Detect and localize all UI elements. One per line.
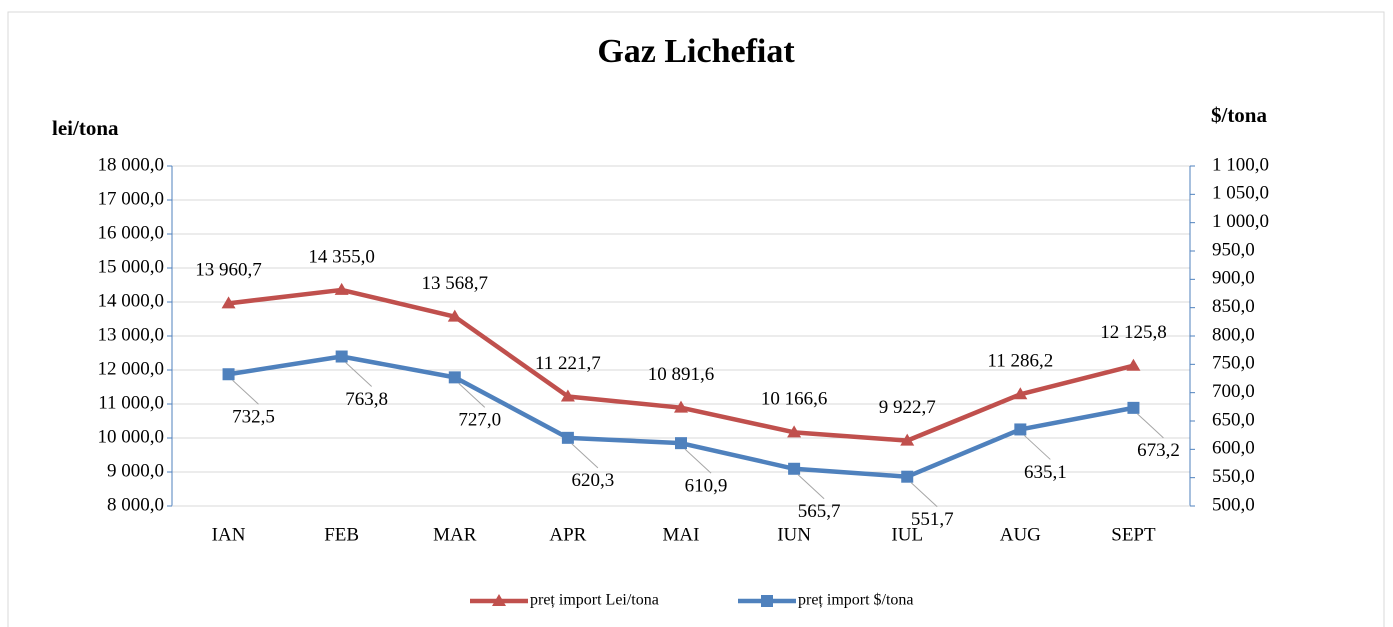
- x-tick-label: IUN: [777, 524, 811, 545]
- data-label: 10 166,6: [761, 389, 828, 410]
- data-label: 13 568,7: [422, 273, 489, 294]
- x-tick-label: AUG: [1000, 524, 1041, 545]
- y2-tick-label: 1 100,0: [1212, 154, 1269, 175]
- data-point: [788, 462, 801, 475]
- data-point: [674, 400, 688, 413]
- data-label: 610,9: [685, 476, 728, 497]
- y2-tick-label: 650,0: [1212, 409, 1255, 430]
- data-point: [560, 389, 575, 402]
- y2-tick-label: 950,0: [1212, 239, 1255, 260]
- y-tick-label: 16 000,0: [98, 222, 165, 243]
- legend-marker: [761, 595, 773, 607]
- y-tick-label: 12 000,0: [98, 358, 165, 379]
- data-point: [1013, 387, 1028, 400]
- y-tick-label: 8 000,0: [107, 494, 164, 515]
- data-label: 13 960,7: [195, 260, 262, 281]
- x-tick-label: MAR: [433, 524, 477, 545]
- data-label: 10 891,6: [648, 364, 715, 385]
- y-tick-label: 14 000,0: [98, 290, 165, 311]
- data-point: [1127, 401, 1140, 414]
- x-tick-label: APR: [549, 524, 586, 545]
- data-label: 763,8: [345, 389, 388, 410]
- legend-label: preț import $/tona: [798, 592, 914, 609]
- data-point: [221, 296, 236, 309]
- y-tick-label: 9 000,0: [107, 460, 164, 481]
- data-label: 620,3: [572, 470, 615, 491]
- data-label: 727,0: [458, 410, 501, 431]
- y2-tick-label: 500,0: [1212, 494, 1255, 515]
- y2-tick-label: 750,0: [1212, 353, 1255, 374]
- data-point: [787, 425, 802, 438]
- data-label: 732,5: [232, 407, 275, 428]
- x-tick-label: IAN: [212, 524, 246, 545]
- x-tick-label: FEB: [324, 524, 359, 545]
- chart-title: Gaz Lichefiat: [597, 33, 795, 70]
- data-point: [1014, 423, 1027, 436]
- data-point: [447, 309, 462, 322]
- y2-axis-title: $/tona: [1211, 103, 1268, 127]
- data-point: [448, 371, 461, 384]
- y2-tick-label: 600,0: [1212, 438, 1255, 459]
- label-leader: [1023, 435, 1051, 460]
- data-label: 12 125,8: [1100, 322, 1167, 343]
- y2-tick-label: 800,0: [1212, 324, 1255, 345]
- data-point: [900, 433, 915, 446]
- data-label: 11 221,7: [535, 353, 601, 374]
- x-tick-label: IUL: [891, 524, 923, 545]
- label-leader: [1137, 413, 1164, 439]
- y2-tick-label: 550,0: [1212, 466, 1255, 487]
- label-leader: [910, 482, 938, 508]
- y-axis-title: lei/tona: [52, 116, 119, 140]
- label-leader: [345, 362, 373, 387]
- legend-label: preț import Lei/tona: [530, 592, 659, 609]
- label-leader: [232, 379, 259, 405]
- x-tick-label: SEPT: [1111, 524, 1156, 545]
- legend-marker: [492, 594, 506, 606]
- data-label: 9 922,7: [879, 397, 936, 418]
- data-point: [334, 282, 349, 295]
- data-point: [675, 437, 687, 450]
- data-point: [1126, 358, 1141, 371]
- data-label: 635,1: [1024, 462, 1067, 483]
- chart-frame: [7, 11, 1385, 627]
- data-point: [222, 368, 235, 381]
- label-leader: [684, 448, 712, 474]
- data-label: 11 286,2: [987, 351, 1053, 372]
- label-leader: [797, 474, 825, 500]
- y-tick-label: 17 000,0: [98, 188, 165, 209]
- label-leader: [571, 443, 599, 469]
- x-tick-label: MAI: [663, 524, 700, 545]
- y-tick-label: 18 000,0: [98, 154, 165, 175]
- data-point: [335, 350, 348, 363]
- y2-tick-label: 700,0: [1212, 381, 1255, 402]
- y-tick-label: 15 000,0: [98, 256, 165, 277]
- data-label: 673,2: [1137, 440, 1180, 461]
- y2-tick-label: 900,0: [1212, 268, 1255, 289]
- y-tick-label: 10 000,0: [98, 426, 165, 447]
- y2-tick-label: 1 000,0: [1212, 211, 1269, 232]
- data-point: [561, 431, 574, 444]
- label-leader: [458, 382, 486, 408]
- data-point: [901, 470, 914, 483]
- y2-tick-label: 1 050,0: [1212, 183, 1269, 204]
- y2-tick-label: 850,0: [1212, 296, 1255, 317]
- y-tick-label: 13 000,0: [98, 324, 165, 345]
- data-label: 551,7: [911, 509, 954, 530]
- y-tick-label: 11 000,0: [98, 392, 164, 413]
- data-label: 565,7: [798, 501, 841, 522]
- data-label: 14 355,0: [308, 246, 375, 267]
